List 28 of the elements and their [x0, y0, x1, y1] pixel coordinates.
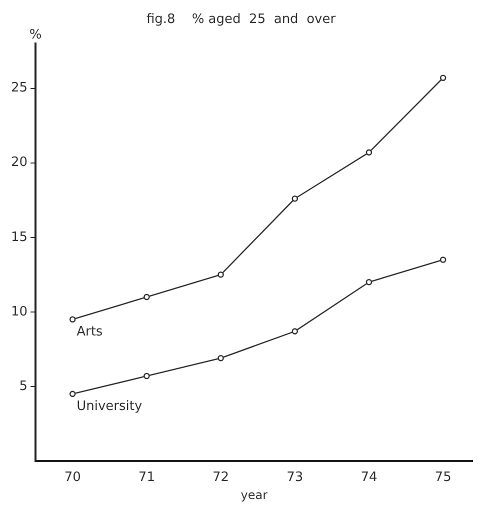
point — [218, 272, 224, 278]
point — [69, 390, 76, 398]
x-axis-title: year — [240, 488, 268, 502]
y-tick-label: 5 — [19, 378, 28, 394]
point — [366, 149, 372, 156]
x-tick-label: 70 — [64, 470, 81, 486]
x-tick-label: 73 — [286, 470, 304, 486]
y-tick-label: 25 — [10, 80, 28, 96]
y-axis-title: % — [29, 27, 42, 42]
point — [69, 316, 76, 323]
point — [144, 372, 150, 380]
y-tick-label: 10 — [10, 304, 28, 320]
point — [144, 294, 150, 300]
series-label: University — [76, 398, 142, 414]
point — [218, 354, 224, 362]
point — [440, 256, 446, 263]
point — [292, 328, 298, 334]
x-tick-label: 71 — [138, 470, 155, 486]
y-tick-label: 15 — [10, 230, 28, 245]
x-tick-label: 72 — [212, 470, 230, 486]
y-tick-label: 20 — [10, 155, 28, 170]
chart-title: fig.8 % aged 25 and over — [146, 12, 336, 28]
x-tick-label: 74 — [360, 470, 378, 486]
point — [292, 195, 298, 202]
point — [366, 278, 372, 286]
point — [440, 74, 446, 82]
x-tick-label: 75 — [434, 470, 452, 486]
series-label: Arts — [76, 324, 103, 340]
